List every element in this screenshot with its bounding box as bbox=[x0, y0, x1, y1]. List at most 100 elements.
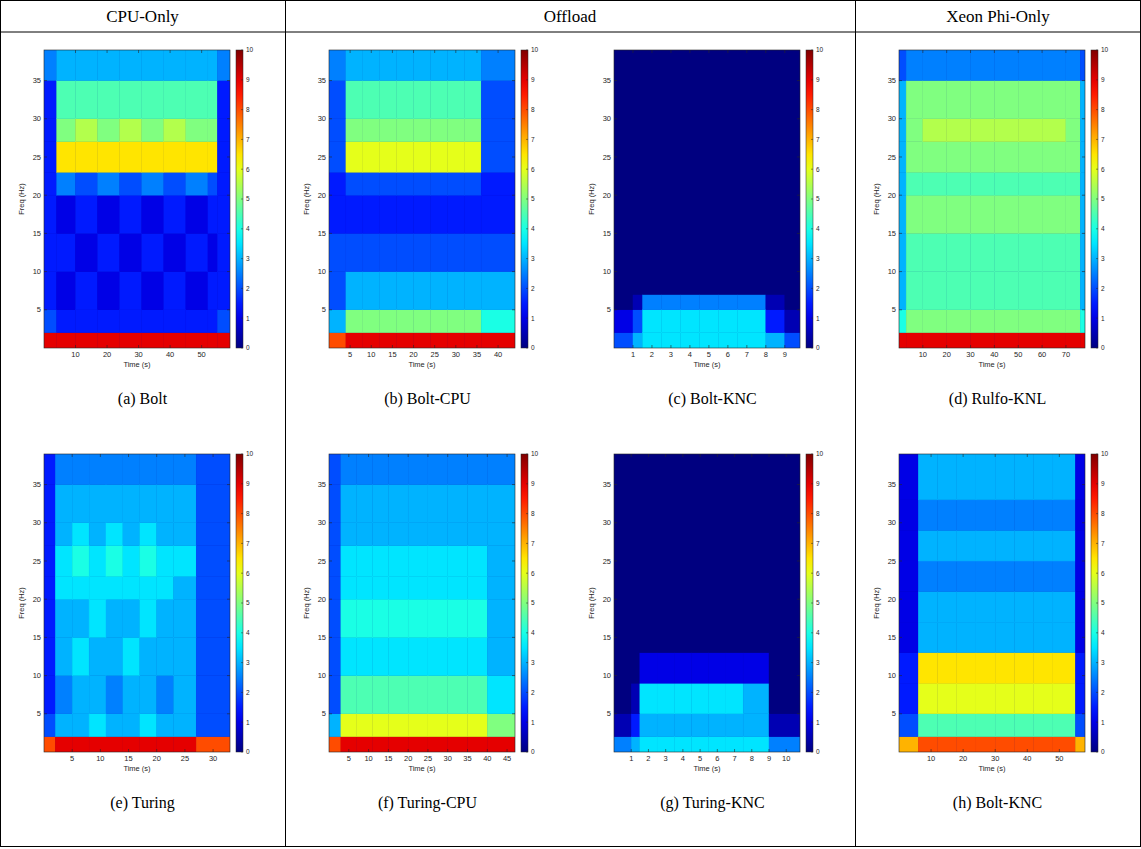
y-tick-label: 10 bbox=[318, 671, 326, 680]
cell bbox=[680, 333, 699, 348]
cell bbox=[55, 546, 72, 577]
x-tick bbox=[408, 749, 409, 752]
cell bbox=[447, 172, 464, 195]
cell bbox=[346, 142, 363, 173]
x-tick bbox=[1059, 749, 1060, 752]
colorbar bbox=[236, 50, 243, 348]
colorbar-tick-label: 8 bbox=[531, 510, 535, 517]
cell bbox=[142, 142, 164, 173]
cell bbox=[899, 683, 918, 714]
cell bbox=[743, 683, 769, 714]
cell bbox=[346, 81, 363, 119]
colorbar-tick bbox=[526, 483, 528, 484]
cell bbox=[341, 676, 357, 714]
cell bbox=[408, 637, 428, 675]
cell bbox=[430, 195, 447, 233]
cell bbox=[1042, 172, 1066, 195]
x-tick bbox=[413, 345, 414, 348]
colorbar-tick bbox=[811, 139, 813, 140]
cell bbox=[430, 233, 447, 271]
cell bbox=[142, 233, 164, 271]
x-tick bbox=[498, 345, 499, 348]
y-tick-label: 20 bbox=[318, 595, 326, 604]
y-tick bbox=[227, 309, 230, 310]
y-tick bbox=[614, 233, 617, 234]
y-tick bbox=[899, 118, 902, 119]
cell bbox=[1053, 714, 1075, 737]
x-tick bbox=[1065, 345, 1066, 348]
cell bbox=[699, 333, 718, 348]
cell bbox=[487, 599, 515, 637]
cell bbox=[957, 561, 976, 592]
colorbar-tick bbox=[1096, 348, 1098, 349]
cell bbox=[408, 546, 428, 577]
y-tick-label: 15 bbox=[318, 633, 326, 642]
colorbar-tick-label: 5 bbox=[246, 599, 250, 606]
y-tick bbox=[44, 80, 47, 81]
colorbar-tick-label: 7 bbox=[531, 540, 535, 547]
y-tick bbox=[227, 713, 230, 714]
cell bbox=[899, 195, 906, 233]
x-axis-title: Time (s) bbox=[693, 360, 721, 369]
cell bbox=[1014, 500, 1033, 531]
cell bbox=[363, 50, 380, 81]
colorbar-tick bbox=[811, 603, 813, 604]
cell bbox=[76, 310, 98, 333]
cell bbox=[341, 599, 357, 637]
cell bbox=[380, 172, 397, 195]
cell bbox=[674, 653, 691, 684]
y-tick bbox=[614, 309, 617, 310]
colorbar-tick-label: 1 bbox=[816, 315, 820, 322]
y-tick bbox=[512, 675, 515, 676]
x-tick bbox=[371, 50, 372, 53]
cell bbox=[947, 50, 971, 81]
cell bbox=[614, 737, 631, 752]
cell bbox=[430, 119, 447, 142]
cell bbox=[363, 142, 380, 173]
colorbar bbox=[236, 454, 243, 752]
cell bbox=[89, 576, 106, 599]
cell bbox=[923, 272, 947, 310]
cell bbox=[388, 637, 408, 675]
cell bbox=[692, 653, 709, 684]
y-tick-label: 20 bbox=[603, 595, 611, 604]
cell bbox=[186, 172, 208, 195]
cell bbox=[468, 637, 488, 675]
cell bbox=[937, 683, 956, 714]
y-tick-label: 15 bbox=[33, 229, 41, 238]
cell bbox=[1080, 50, 1085, 81]
cell bbox=[329, 599, 341, 637]
cell bbox=[785, 50, 800, 295]
cell bbox=[44, 119, 57, 142]
x-tick-label: 45 bbox=[503, 754, 511, 763]
cell bbox=[208, 142, 217, 173]
cell bbox=[44, 637, 55, 675]
cell bbox=[76, 172, 98, 195]
colorbar-tick-label: 9 bbox=[531, 76, 535, 83]
cell bbox=[481, 81, 515, 119]
colorbar-tick-label: 10 bbox=[816, 46, 824, 53]
x-tick bbox=[995, 454, 996, 457]
cell bbox=[918, 592, 937, 623]
cell bbox=[123, 637, 140, 675]
cell bbox=[464, 142, 481, 173]
cell bbox=[1018, 333, 1042, 348]
x-tick-label: 40 bbox=[1023, 754, 1031, 763]
colorbar-tick bbox=[241, 513, 243, 514]
cell bbox=[1034, 653, 1053, 684]
colorbar-tick bbox=[811, 662, 813, 663]
cell bbox=[106, 546, 123, 577]
colorbar-tick bbox=[1096, 722, 1098, 723]
x-tick bbox=[467, 749, 468, 752]
cell bbox=[995, 683, 1014, 714]
cell bbox=[217, 119, 230, 142]
cell bbox=[414, 119, 431, 142]
x-tick-label: 5 bbox=[70, 754, 74, 763]
panel: 123456789105101520253035Time (s)Freq (Hz… bbox=[587, 450, 824, 812]
cell bbox=[642, 295, 661, 310]
y-tick bbox=[899, 599, 902, 600]
cell bbox=[373, 637, 389, 675]
colorbar-tick bbox=[526, 258, 528, 259]
cell bbox=[106, 523, 123, 546]
cell bbox=[1034, 714, 1053, 737]
